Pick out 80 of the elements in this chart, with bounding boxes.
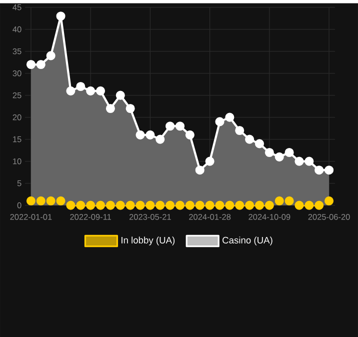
point — [235, 200, 244, 210]
point — [304, 200, 314, 210]
y-tick-label: 40 — [12, 26, 22, 32]
x-tick-label: 2022-01-01 — [10, 214, 52, 220]
point — [225, 200, 234, 210]
point — [96, 200, 106, 210]
point — [294, 156, 304, 166]
point — [66, 86, 76, 96]
point — [235, 126, 244, 135]
point — [254, 139, 264, 148]
point — [26, 196, 36, 206]
y-tick-label: 15 — [13, 136, 22, 142]
y-tick-label: 0 — [17, 202, 22, 208]
point — [215, 117, 224, 126]
point — [324, 196, 334, 206]
point — [156, 134, 165, 144]
point — [245, 200, 254, 210]
point — [86, 86, 96, 96]
point — [96, 86, 106, 96]
y-tick-label: 10 — [13, 158, 22, 164]
y-tick-label: 35 — [12, 48, 22, 54]
legend-label: In lobby (UA) — [122, 236, 175, 246]
point — [136, 130, 145, 140]
point — [195, 165, 204, 174]
point — [166, 121, 175, 131]
point — [116, 90, 125, 100]
point — [26, 60, 36, 69]
point — [36, 60, 46, 69]
point — [146, 200, 155, 210]
point — [195, 200, 204, 210]
point — [46, 51, 56, 60]
x-tick-label: 2024-10-09 — [248, 214, 290, 220]
point — [126, 104, 135, 113]
point — [274, 152, 284, 162]
point — [76, 200, 86, 210]
x-tick-label: 2022-09-11 — [70, 214, 111, 220]
x-tick-label: 2023-05-21 — [129, 214, 171, 220]
y-tick-label: 30 — [12, 70, 22, 76]
y-tick-label: 20 — [12, 114, 22, 120]
point — [284, 148, 294, 157]
point — [264, 200, 274, 210]
point — [166, 200, 175, 210]
point — [205, 200, 214, 210]
point — [136, 200, 145, 210]
point — [66, 200, 76, 210]
point — [205, 156, 214, 166]
point — [56, 196, 66, 206]
point — [86, 200, 96, 210]
point — [324, 165, 334, 174]
legend-label: Casino (UA) — [222, 236, 272, 246]
point — [56, 11, 66, 21]
point — [146, 130, 155, 140]
x-tick-label: 2024-01-28 — [189, 214, 231, 220]
point — [175, 121, 185, 131]
point — [76, 82, 86, 91]
point — [225, 112, 234, 122]
point — [314, 200, 324, 210]
point — [274, 196, 284, 206]
point — [185, 200, 194, 210]
y-tick-label: 45 — [12, 4, 22, 10]
point — [175, 200, 185, 210]
point — [264, 148, 274, 157]
point — [106, 104, 115, 113]
y-tick-label: 5 — [17, 180, 22, 186]
point — [185, 130, 194, 140]
y-tick-label: 25 — [12, 92, 22, 98]
x-tick-label: 2025-06-20 — [308, 214, 350, 220]
point — [215, 200, 224, 210]
point — [254, 200, 264, 210]
point — [126, 200, 135, 210]
point — [116, 200, 125, 210]
point — [156, 200, 165, 210]
point — [284, 196, 294, 206]
point — [304, 156, 314, 166]
point — [294, 200, 304, 210]
point — [36, 196, 46, 206]
point — [245, 134, 254, 144]
point — [106, 200, 115, 210]
point — [46, 196, 56, 206]
point — [314, 165, 324, 174]
